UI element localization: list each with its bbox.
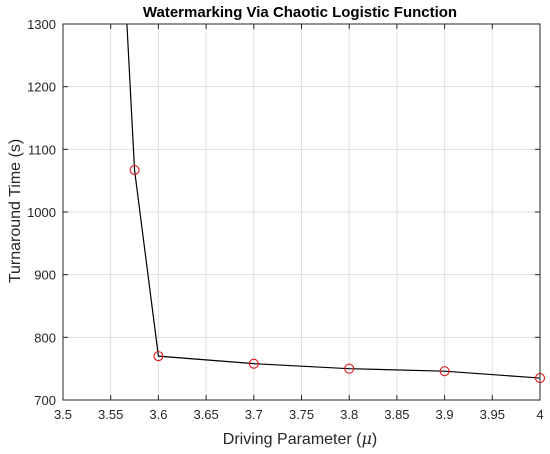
tick-labels: 3.5 3.55 3.6 3.65 3.7 3.75 3.8 3.85 3.9 3.95 4 700 8… xyxy=(27,17,544,422)
data-series xyxy=(126,24,546,384)
x-tick-label: 3.7 xyxy=(245,407,263,422)
x-tick-label: 3.85 xyxy=(384,407,409,422)
y-tick-label: 1300 xyxy=(27,17,56,32)
x-tick-label: 4 xyxy=(536,407,543,422)
x-axis-label: Driving Parameter (μ) xyxy=(223,429,377,448)
y-tick-label: 1000 xyxy=(27,205,56,220)
data-point xyxy=(248,358,259,369)
chart-title: Watermarking Via Chaotic Logistic Functi… xyxy=(143,4,457,21)
y-tick-label: 800 xyxy=(34,330,56,345)
y-tick-label: 700 xyxy=(34,393,56,408)
x-tick-label: 3.8 xyxy=(340,407,358,422)
y-tick-label: 900 xyxy=(34,268,56,283)
data-point xyxy=(129,164,140,176)
y-tick-label: 1200 xyxy=(27,80,56,95)
data-point xyxy=(153,351,164,362)
axes xyxy=(62,23,541,401)
y-tick-label: 1100 xyxy=(28,142,56,157)
x-axis-label-close: ) xyxy=(372,431,377,448)
series-line xyxy=(126,24,540,379)
x-tick-label: 3.9 xyxy=(436,407,454,422)
x-tick-label: 3.55 xyxy=(98,407,123,422)
x-tick-label: 3.6 xyxy=(149,407,167,422)
data-point xyxy=(439,366,450,377)
x-tick-label: 3.5 xyxy=(54,407,72,422)
x-tick-label: 3.65 xyxy=(193,407,218,422)
data-point xyxy=(344,363,355,374)
x-tick-label: 3.75 xyxy=(289,407,314,422)
y-axis-label: Turnaround Time (s) xyxy=(7,139,24,283)
grid xyxy=(62,23,541,401)
x-axis-label-text: Driving Parameter ( xyxy=(223,431,362,448)
x-axis-label-symbol: μ xyxy=(361,429,371,448)
x-tick-label: 3.95 xyxy=(480,407,505,422)
plot-frame xyxy=(62,23,541,401)
